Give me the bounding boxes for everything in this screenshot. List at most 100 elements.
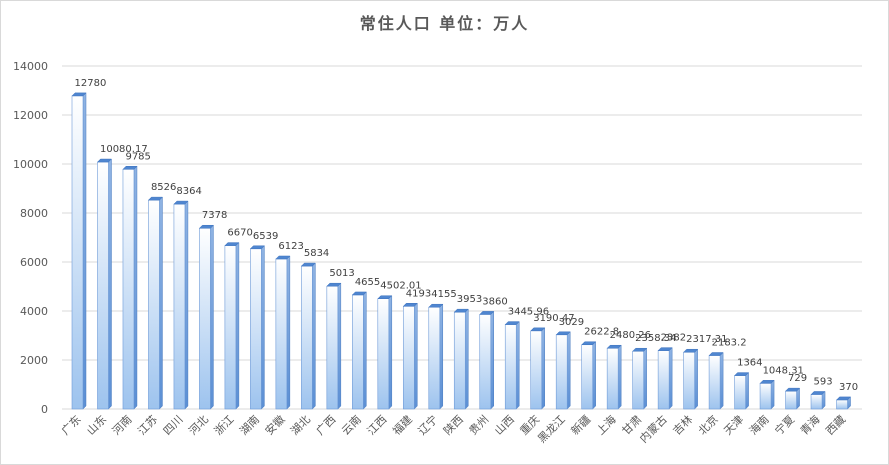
bar bbox=[147, 196, 164, 410]
data-label: 4655 bbox=[355, 277, 380, 288]
y-tick-label: 12000 bbox=[13, 109, 48, 122]
data-label: 3860 bbox=[482, 296, 507, 307]
data-label: 729 bbox=[788, 373, 807, 384]
x-category-label: 陕西 bbox=[440, 412, 465, 437]
bar bbox=[810, 390, 826, 410]
x-category-label: 广西 bbox=[314, 413, 339, 438]
x-category-label: 安徽 bbox=[262, 412, 287, 437]
bar bbox=[249, 245, 265, 410]
bar bbox=[581, 341, 597, 410]
x-category-label: 西藏 bbox=[823, 413, 848, 438]
x-category-label: 天津 bbox=[721, 413, 746, 438]
bar bbox=[122, 165, 138, 410]
y-tick-label: 4000 bbox=[20, 305, 48, 318]
bar bbox=[402, 302, 418, 410]
data-label: 2622.8 bbox=[584, 327, 619, 338]
bar bbox=[708, 351, 724, 410]
data-label: 1048.31 bbox=[763, 365, 804, 376]
data-label: 3953 bbox=[457, 294, 482, 305]
x-category-label: 浙江 bbox=[212, 413, 237, 438]
bar bbox=[326, 282, 342, 410]
x-category-label: 湖北 bbox=[288, 413, 313, 438]
bar bbox=[835, 396, 852, 410]
data-label: 10080.17 bbox=[100, 144, 148, 155]
bar bbox=[555, 331, 571, 410]
bar bbox=[784, 387, 801, 410]
data-label: 593 bbox=[814, 376, 833, 387]
data-label: 12780 bbox=[75, 78, 107, 89]
x-category-label: 河南 bbox=[110, 413, 135, 438]
bar bbox=[453, 308, 469, 410]
bar bbox=[759, 379, 775, 410]
y-tick-label: 10000 bbox=[13, 158, 48, 171]
bar bbox=[173, 200, 189, 410]
data-label: 370 bbox=[839, 382, 858, 393]
x-category-label: 福建 bbox=[389, 412, 414, 437]
data-label: 4502.01 bbox=[380, 281, 421, 292]
x-category-label: 云南 bbox=[339, 413, 364, 438]
bar bbox=[198, 224, 215, 410]
data-label: 2358.34 bbox=[635, 333, 676, 344]
data-label: 9785 bbox=[125, 151, 150, 162]
data-label: 8364 bbox=[176, 186, 201, 197]
y-axis-ticks: 0 2000 4000 6000 8000 10000 12000 14000 bbox=[13, 60, 48, 416]
data-label: 2480.26 bbox=[610, 330, 651, 341]
x-category-label: 河北 bbox=[186, 413, 211, 438]
bar bbox=[530, 327, 546, 410]
bar bbox=[300, 262, 316, 410]
data-label: 1364 bbox=[737, 358, 762, 369]
x-category-label: 宁夏 bbox=[772, 412, 797, 437]
bar bbox=[606, 344, 622, 410]
x-category-label: 上海 bbox=[593, 412, 618, 437]
data-label: 3190.47 bbox=[533, 313, 574, 324]
bar bbox=[428, 303, 444, 410]
bar bbox=[733, 371, 750, 410]
data-label: 3029 bbox=[559, 317, 584, 328]
x-category-label: 海南 bbox=[746, 412, 771, 437]
bar bbox=[632, 347, 648, 410]
bar bbox=[657, 347, 673, 410]
x-category-label: 山东 bbox=[84, 413, 109, 438]
data-label: 8526 bbox=[151, 182, 176, 193]
x-category-label: 湖南 bbox=[237, 413, 262, 438]
bar bbox=[479, 310, 495, 410]
x-category-label: 新疆 bbox=[568, 412, 593, 437]
x-category-label: 黑龙江 bbox=[535, 413, 568, 446]
bar bbox=[96, 158, 113, 410]
x-category-label: 内蒙古 bbox=[637, 412, 670, 445]
y-tick-label: 6000 bbox=[20, 256, 48, 269]
bar bbox=[224, 241, 240, 410]
bar bbox=[275, 255, 291, 410]
x-category-label: 山西 bbox=[492, 413, 517, 438]
data-label: 5013 bbox=[329, 268, 354, 279]
x-axis-labels: 广东 山东 河南 江苏 四川 河北 浙江 湖南 安徽 湖北 广西 云南 江西 福建 辽宁 陕西 贵州 山西 重庆黑龙… bbox=[59, 412, 848, 445]
data-label: 6123 bbox=[278, 241, 303, 252]
x-category-label: 青海 bbox=[797, 412, 822, 437]
data-label: 2183.2 bbox=[712, 338, 747, 349]
y-tick-label: 8000 bbox=[20, 207, 48, 220]
y-tick-label: 0 bbox=[41, 403, 48, 416]
data-label: 5834 bbox=[304, 248, 329, 259]
data-label: 2382 bbox=[661, 333, 686, 344]
bars bbox=[71, 92, 852, 410]
chart-title: 常住人口 单位：万人 bbox=[359, 14, 530, 33]
bar bbox=[504, 320, 520, 410]
data-label: 4193 bbox=[406, 288, 431, 299]
bar bbox=[377, 295, 393, 410]
data-label: 7378 bbox=[202, 210, 227, 221]
bar bbox=[351, 291, 367, 410]
data-label: 6670 bbox=[227, 228, 252, 239]
x-category-label: 辽宁 bbox=[415, 412, 440, 437]
data-label: 3445.96 bbox=[508, 307, 549, 318]
x-category-label: 吉林 bbox=[670, 412, 695, 437]
data-label: 6539 bbox=[253, 231, 278, 242]
y-tick-label: 2000 bbox=[20, 354, 48, 367]
x-category-label: 贵州 bbox=[467, 413, 492, 438]
y-tick-label: 14000 bbox=[13, 60, 48, 73]
data-label: 4155 bbox=[431, 289, 456, 300]
x-category-label: 北京 bbox=[695, 412, 720, 437]
data-label: 2317.31 bbox=[686, 334, 727, 345]
x-category-label: 广东 bbox=[59, 413, 84, 438]
